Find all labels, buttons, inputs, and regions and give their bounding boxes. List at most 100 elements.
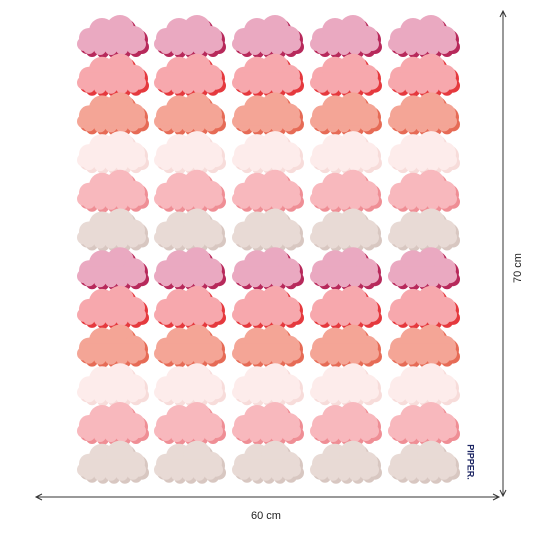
cloud-body — [394, 266, 450, 281]
cloud-shape — [232, 92, 301, 133]
cloud-sticker — [310, 324, 382, 368]
cloud-shape — [232, 363, 301, 404]
cloud-shape — [388, 324, 457, 365]
cloud-body — [394, 382, 450, 397]
cloud-sticker — [154, 440, 226, 484]
cloud-sticker — [77, 324, 149, 368]
cloud-body — [238, 34, 294, 48]
cloud-sticker — [232, 402, 304, 445]
brand-logo: PIPPER. — [466, 444, 476, 480]
cloud-shape — [154, 402, 223, 442]
cloud-sticker — [310, 131, 382, 175]
cloud-shape — [154, 324, 223, 365]
cloud-body — [238, 459, 294, 474]
cloud-sticker — [310, 402, 382, 445]
cloud-shape — [77, 363, 146, 404]
cloud-shape — [232, 285, 301, 326]
cloud-body — [238, 111, 294, 126]
cloud-sticker — [154, 169, 226, 213]
cloud-shape — [388, 285, 457, 326]
cloud-shape — [154, 131, 223, 172]
cloud-body — [160, 188, 216, 203]
cloud-sticker — [232, 131, 304, 175]
height-label: 70 cm — [512, 253, 524, 283]
cloud-sticker — [232, 92, 304, 136]
cloud-body — [83, 343, 139, 358]
cloud-body — [160, 421, 216, 435]
arrow-heads — [34, 493, 501, 501]
cloud-body — [160, 343, 216, 358]
cloud-grid — [77, 15, 460, 484]
cloud-body — [83, 150, 139, 165]
cloud-shape — [77, 402, 146, 442]
cloud-shape — [232, 247, 301, 288]
cloud-shape — [310, 53, 379, 94]
cloud-shape — [310, 324, 379, 365]
cloud-body — [238, 304, 294, 319]
cloud-shape — [388, 53, 457, 94]
cloud-body — [394, 227, 450, 242]
cloud-body — [394, 343, 450, 358]
cloud-body — [316, 266, 372, 281]
cloud-shape — [77, 53, 146, 94]
cloud-sticker — [388, 285, 460, 329]
cloud-shape — [154, 440, 223, 481]
cloud-shape — [310, 92, 379, 133]
cloud-sticker — [388, 440, 460, 484]
cloud-body — [316, 343, 372, 358]
cloud-sticker — [388, 92, 460, 136]
cloud-sticker — [232, 208, 304, 252]
cloud-shape — [77, 440, 146, 481]
cloud-body — [83, 459, 139, 474]
cloud-sticker — [77, 402, 149, 445]
cloud-shape — [77, 208, 146, 249]
cloud-body — [316, 150, 372, 165]
cloud-sticker — [388, 247, 460, 291]
cloud-shape — [154, 53, 223, 94]
cloud-body — [238, 188, 294, 203]
cloud-body — [394, 421, 450, 435]
cloud-shape — [77, 15, 146, 55]
cloud-sticker — [77, 169, 149, 213]
cloud-body — [316, 459, 372, 474]
cloud-body — [316, 111, 372, 126]
cloud-body — [160, 227, 216, 242]
cloud-shape — [154, 169, 223, 210]
cloud-shape — [232, 53, 301, 94]
cloud-sticker — [310, 92, 382, 136]
cloud-body — [394, 459, 450, 474]
cloud-body — [160, 72, 216, 87]
cloud-shape — [232, 15, 301, 55]
cloud-body — [316, 188, 372, 203]
cloud-sticker — [154, 363, 226, 407]
cloud-sticker — [310, 169, 382, 213]
cloud-shape — [154, 208, 223, 249]
cloud-shape — [388, 402, 457, 442]
cloud-sticker — [77, 285, 149, 329]
cloud-shape — [77, 324, 146, 365]
cloud-body — [316, 227, 372, 242]
cloud-shape — [388, 247, 457, 288]
cloud-sticker — [388, 402, 460, 445]
cloud-sticker — [232, 285, 304, 329]
cloud-shape — [310, 402, 379, 442]
cloud-body — [394, 150, 450, 165]
cloud-sticker — [77, 131, 149, 175]
cloud-shape — [77, 169, 146, 210]
cloud-body — [238, 266, 294, 281]
cloud-sticker — [154, 15, 226, 58]
cloud-shape — [310, 131, 379, 172]
cloud-shape — [310, 247, 379, 288]
cloud-sticker — [388, 208, 460, 252]
cloud-shape — [388, 131, 457, 172]
cloud-sticker — [232, 169, 304, 213]
cloud-sticker — [77, 208, 149, 252]
cloud-body — [83, 72, 139, 87]
cloud-body — [160, 34, 216, 48]
cloud-shape — [232, 131, 301, 172]
cloud-shape — [154, 363, 223, 404]
cloud-body — [394, 304, 450, 319]
cloud-shape — [310, 440, 379, 481]
cloud-sticker — [232, 440, 304, 484]
cloud-sticker — [310, 53, 382, 97]
